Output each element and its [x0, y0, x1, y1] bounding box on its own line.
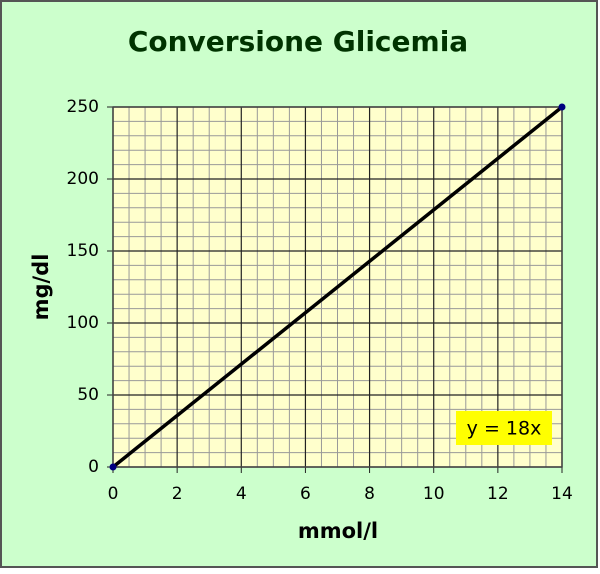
x-tick-label: 0 — [108, 484, 119, 504]
x-tick-label: 6 — [300, 484, 311, 504]
x-axis-label: mmol/l — [298, 519, 378, 543]
x-tick-label: 4 — [236, 484, 247, 504]
y-tick-label: 150 — [67, 241, 99, 261]
x-tick-label: 10 — [423, 484, 445, 504]
annotation-box — [456, 411, 552, 445]
y-tick-label: 250 — [67, 97, 99, 117]
data-line — [111, 105, 564, 469]
chart-title: Conversione Glicemia — [128, 25, 468, 58]
y-tick-label: 200 — [67, 169, 99, 189]
y-axis-label: mg/dl — [29, 254, 53, 321]
x-tick-label: 14 — [551, 484, 573, 504]
y-tick-label: 50 — [77, 385, 99, 405]
annotation: y = 18x — [467, 418, 542, 440]
plot-border — [112, 106, 563, 468]
x-tick-label: 2 — [172, 484, 183, 504]
y-tick-label: 0 — [88, 457, 99, 477]
y-tick-label: 100 — [67, 313, 99, 333]
data-point — [109, 463, 117, 471]
x-tick-label: 8 — [364, 484, 375, 504]
data-point — [558, 103, 566, 111]
x-tick-label: 12 — [487, 484, 509, 504]
